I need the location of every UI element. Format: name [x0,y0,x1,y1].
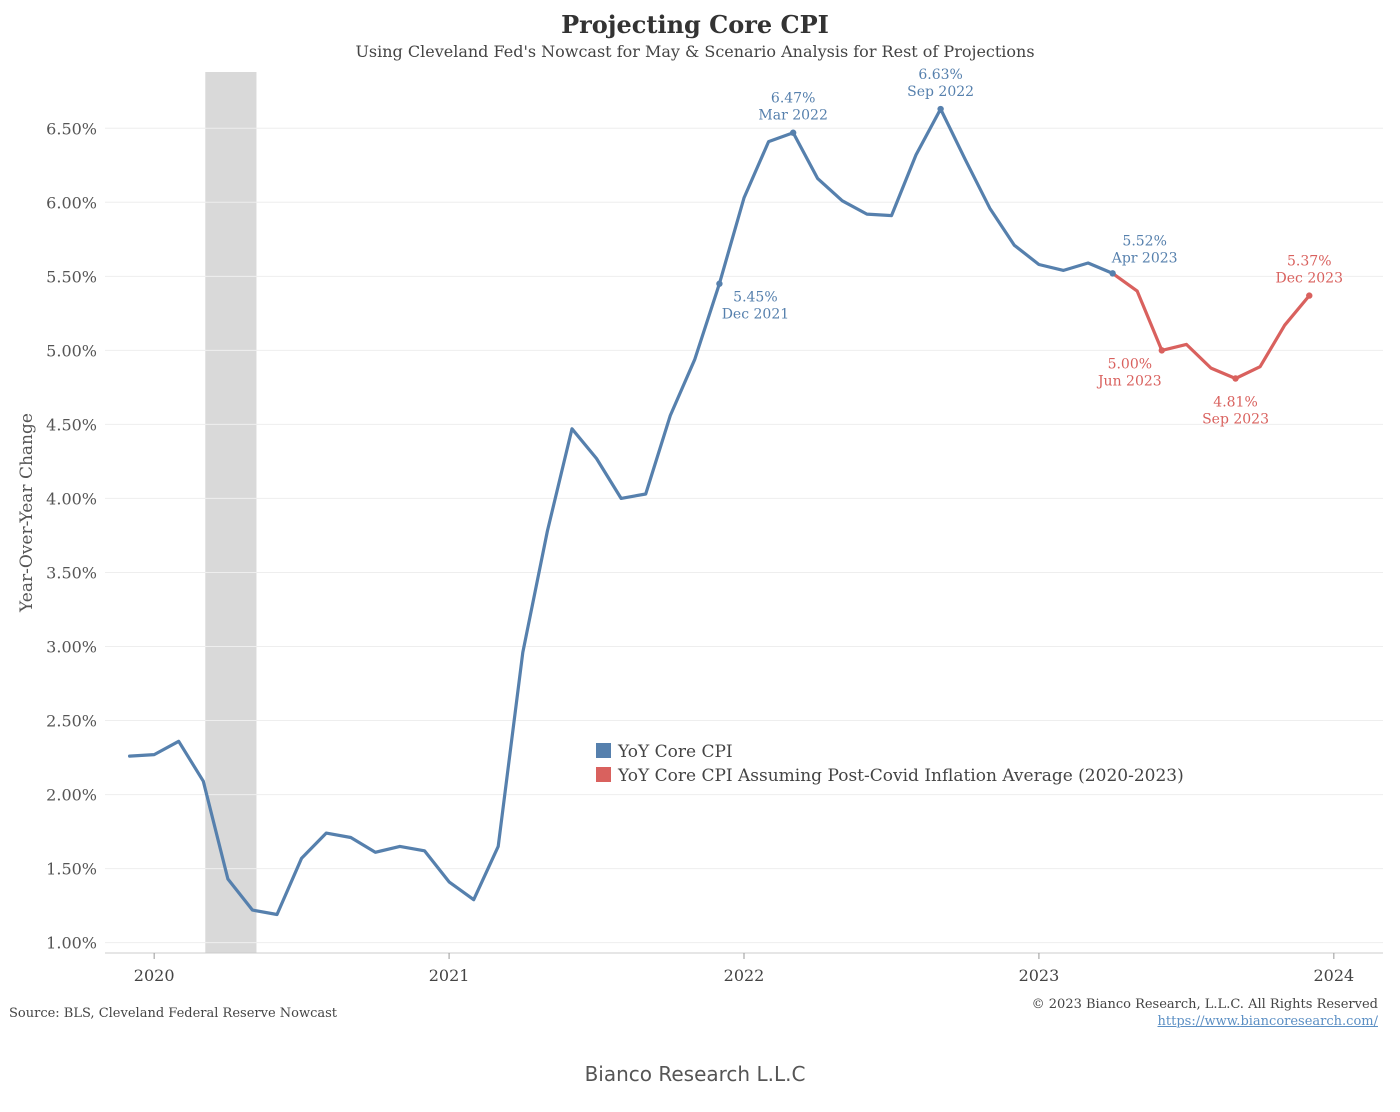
recession-band [205,72,257,953]
annotation-point [716,280,723,287]
annotation-point [937,105,944,113]
y-tick-label: 3.00% [46,638,97,657]
y-tick-label: 5.00% [46,341,97,360]
y-tick-label: 1.00% [46,934,97,953]
y-axis-label: Year-Over-Year Change [17,413,37,613]
copyright-note: © 2023 Bianco Research, L.L.C. All Right… [1031,997,1378,1012]
legend-item-core-cpi: YoY Core CPI [596,742,733,762]
annotation-value: 4.81% [1213,394,1257,410]
chart-subtitle: Using Cleveland Fed's Nowcast for May & … [355,42,1035,61]
annotation-date: Sep 2022 [907,84,974,100]
x-tick-label: 2020 [134,966,175,985]
y-tick-label: 1.50% [46,860,97,879]
x-tick-label: 2021 [429,966,470,985]
annotation-point [1109,270,1116,277]
annotation-date: Jun 2023 [1096,373,1162,389]
footer-brand: Bianco Research L.L.C [584,1062,806,1086]
source-note: Source: BLS, Cleveland Federal Reserve N… [9,1006,338,1021]
annotation-date: Apr 2023 [1111,250,1178,266]
y-tick-label: 6.00% [46,193,97,212]
annotation-date: Dec 2021 [722,307,789,323]
y-tick-label: 4.00% [46,489,97,508]
legend-label-core-cpi: YoY Core CPI [618,742,733,762]
annotation-point [1306,292,1313,299]
series-line-core-cpi [128,107,1115,917]
legend-item-projection: YoY Core CPI Assuming Post-Covid Inflati… [596,766,1184,786]
y-tick-label: 2.00% [46,786,97,805]
website-link[interactable]: https://www.biancoresearch.com/ [1157,1014,1378,1029]
annotation-date: Mar 2022 [758,108,827,124]
x-tick-label: 2024 [1313,966,1354,985]
annotation-value: 5.45% [733,290,777,306]
annotation-value: 5.37% [1287,254,1331,270]
y-tick-label: 4.50% [46,415,97,434]
annotation-point [1232,375,1239,382]
annotation-point [789,129,797,136]
y-tick-label: 5.50% [46,267,97,286]
y-tick-label: 2.50% [46,712,97,731]
annotation-date: Dec 2023 [1276,271,1343,287]
chart-title: Projecting Core CPI [561,10,829,39]
annotation-value: 6.47% [771,91,815,107]
annotation-date: Sep 2023 [1202,411,1269,427]
x-tick-label: 2023 [1019,966,1060,985]
annotation-value: 6.63% [918,67,962,83]
annotation-point [1158,347,1166,354]
legend-swatch-blue [596,743,611,758]
x-tick-label: 2022 [724,966,765,985]
annotation-value: 5.52% [1122,233,1166,249]
line-chart: 1.00% 1.50% 2.00% 2.50% 3.00% 3.50% 4.00% 4.50%… [17,67,1383,985]
series-line-projection [1111,271,1311,381]
y-tick-label: 3.50% [46,563,97,582]
legend-label-projection: YoY Core CPI Assuming Post-Covid Inflati… [618,766,1184,786]
annotation-value: 5.00% [1108,356,1152,372]
legend-swatch-red [596,767,611,782]
y-tick-label: 6.50% [46,119,97,138]
